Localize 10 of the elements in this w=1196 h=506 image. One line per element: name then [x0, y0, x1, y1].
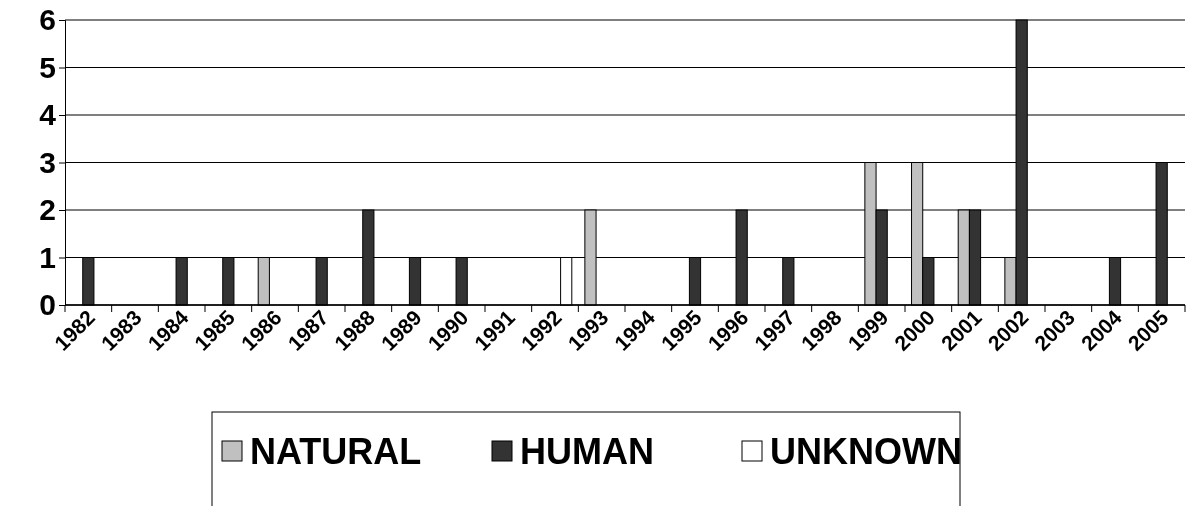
legend-label: NATURAL — [250, 431, 422, 472]
y-tick-label: 2 — [39, 193, 56, 227]
y-tick-label: 1 — [39, 240, 56, 274]
legend-label: HUMAN — [520, 431, 654, 472]
legend-label: UNKNOWN — [770, 431, 962, 472]
y-tick-label: 0 — [39, 288, 56, 322]
y-tick-label: 6 — [39, 3, 56, 37]
y-tick-label: 3 — [39, 145, 56, 179]
y-tick-label: 4 — [39, 98, 57, 132]
y-tick-label: 5 — [39, 50, 56, 84]
